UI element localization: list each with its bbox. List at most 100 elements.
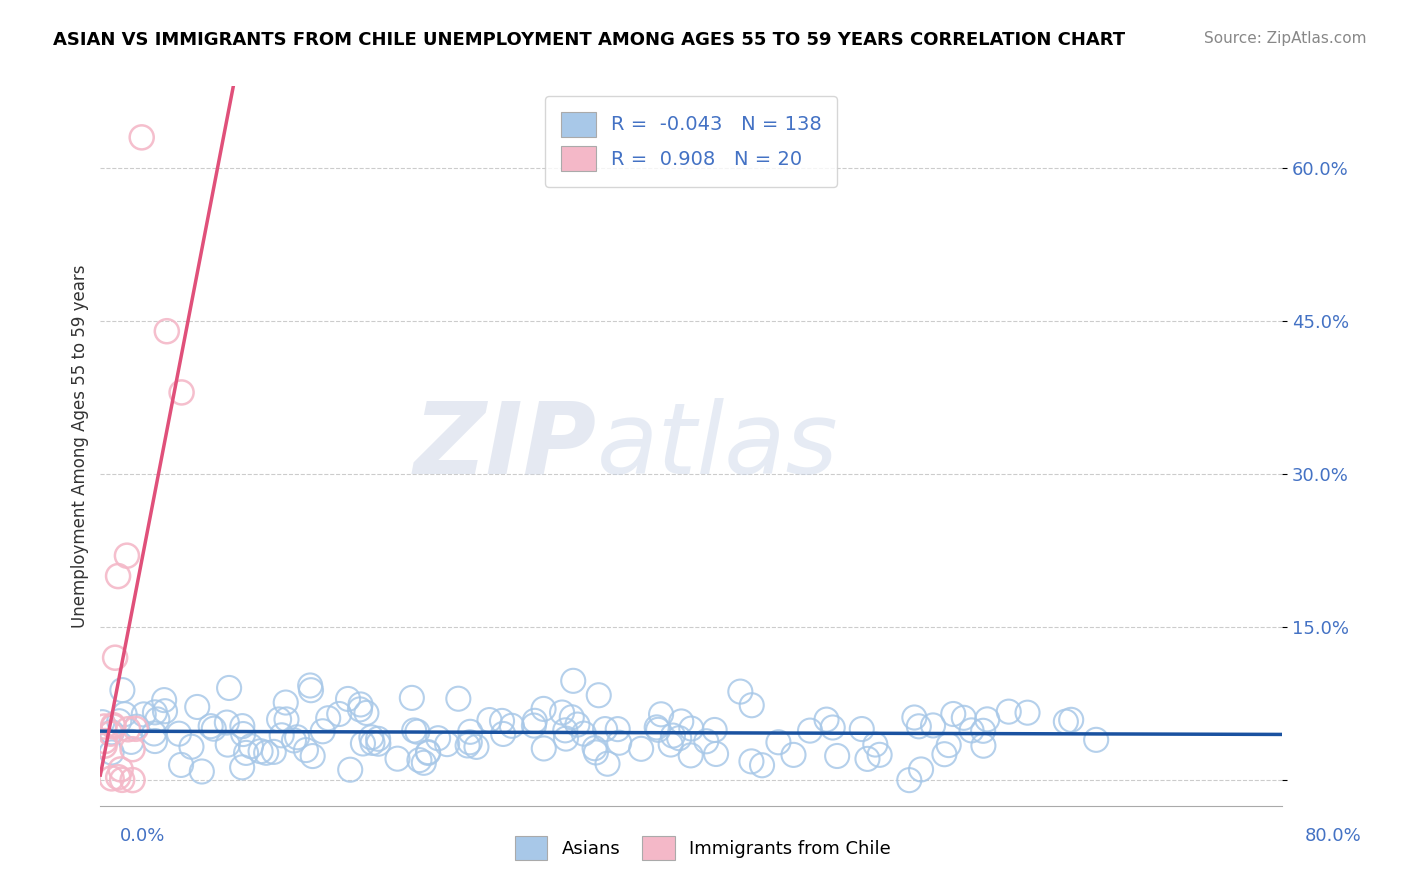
Point (93, 739, 115, 753)
Point (274, 696, 297, 710)
Point (501, 719, 523, 733)
Text: atlas: atlas (596, 398, 838, 494)
Point (588, 688, 610, 702)
Point (111, 683, 134, 698)
Point (554, 723, 576, 738)
Point (217, 738, 239, 752)
Point (1060, 713, 1083, 727)
Point (408, 753, 430, 767)
Point (1054, 714, 1077, 729)
Point (903, 710, 925, 724)
Point (232, 727, 254, 741)
Y-axis label: Unemployment Among Ages 55 to 59 years: Unemployment Among Ages 55 to 59 years (72, 264, 89, 628)
Point (107, 770, 129, 784)
Point (91, 715, 114, 730)
Point (695, 734, 717, 748)
Point (815, 713, 838, 727)
Point (108, 714, 131, 729)
Point (607, 736, 630, 750)
Point (299, 678, 322, 692)
Point (997, 705, 1019, 719)
Text: 0.0%: 0.0% (120, 827, 165, 845)
Point (121, 773, 143, 788)
Point (740, 755, 762, 769)
Point (647, 723, 669, 737)
Point (596, 756, 619, 771)
Legend: Asians, Immigrants from Chile: Asians, Immigrants from Chile (508, 830, 898, 867)
Point (751, 758, 773, 772)
Point (533, 741, 555, 756)
Point (412, 756, 434, 770)
Point (922, 718, 945, 732)
Point (312, 724, 335, 739)
Point (117, 723, 139, 737)
Point (436, 737, 458, 751)
Point (103, 718, 125, 732)
Point (94, 734, 117, 748)
Point (103, 719, 125, 733)
Point (953, 711, 976, 725)
Point (361, 736, 384, 750)
Point (125, 722, 148, 736)
Point (704, 747, 727, 761)
Point (276, 713, 298, 727)
Point (533, 702, 555, 716)
Point (934, 747, 956, 762)
Point (111, 772, 134, 787)
Point (143, 734, 166, 748)
Point (650, 707, 672, 722)
Point (132, 707, 155, 722)
Point (180, 739, 202, 754)
Point (349, 698, 371, 712)
Point (478, 713, 501, 727)
Point (1085, 732, 1108, 747)
Point (491, 714, 513, 728)
Point (572, 726, 595, 740)
Point (125, 720, 148, 734)
Point (263, 745, 285, 759)
Point (768, 735, 790, 749)
Text: ZIP: ZIP (413, 398, 596, 494)
Point (681, 722, 703, 736)
Text: Source: ZipAtlas.com: Source: ZipAtlas.com (1204, 31, 1367, 46)
Point (299, 683, 322, 698)
Point (910, 763, 932, 777)
Point (406, 724, 429, 739)
Point (593, 722, 616, 736)
Point (523, 714, 546, 728)
Point (458, 735, 481, 749)
Point (741, 698, 763, 713)
Point (416, 746, 439, 760)
Point (283, 733, 305, 747)
Point (703, 723, 725, 737)
Point (191, 764, 214, 779)
Point (202, 722, 225, 736)
Point (367, 737, 389, 751)
Point (146, 713, 169, 727)
Point (114, 707, 136, 722)
Point (316, 711, 339, 725)
Point (170, 758, 193, 772)
Point (416, 745, 439, 759)
Point (143, 706, 166, 720)
Point (898, 773, 921, 788)
Point (93, 719, 115, 733)
Point (907, 719, 929, 733)
Point (240, 739, 263, 754)
Text: 80.0%: 80.0% (1305, 827, 1361, 845)
Point (153, 704, 176, 718)
Point (1017, 706, 1039, 720)
Point (285, 731, 308, 745)
Point (457, 739, 479, 753)
Point (606, 722, 628, 736)
Point (821, 721, 844, 735)
Point (328, 706, 350, 721)
Point (110, 763, 132, 777)
Point (254, 746, 277, 760)
Point (799, 723, 821, 738)
Point (562, 673, 585, 688)
Point (100, 772, 122, 786)
Point (295, 743, 318, 757)
Point (387, 752, 409, 766)
Point (352, 737, 374, 751)
